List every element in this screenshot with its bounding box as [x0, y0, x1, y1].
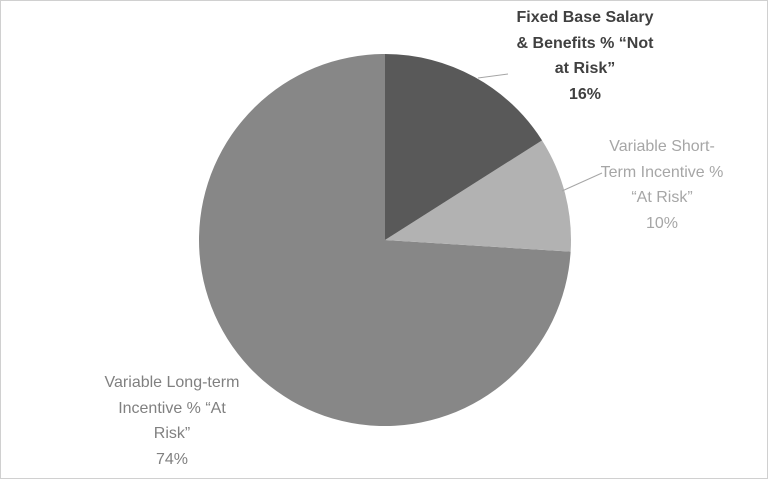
category-label: Variable Short-Term Incentive % “At Risk…	[600, 138, 724, 206]
slice-label: Fixed Base Salary & Benefits % “Not at R…	[510, 5, 660, 107]
leader-line	[561, 172, 603, 192]
value-label: 10%	[645, 214, 679, 232]
pie-slice	[385, 54, 543, 240]
value-label: 74%	[155, 450, 189, 468]
category-label: Variable Long-term Incentive % “At Risk”	[104, 374, 240, 442]
slice-label: Variable Long-term Incentive % “At Risk”…	[102, 370, 242, 472]
pie-slice	[198, 54, 571, 426]
category-label: Fixed Base Salary & Benefits % “Not at R…	[516, 9, 654, 77]
value-label: 16%	[568, 85, 602, 103]
slice-label: Variable Short-Term Incentive % “At Risk…	[592, 134, 732, 236]
pie-slice	[385, 140, 571, 252]
leader-line	[477, 73, 509, 79]
